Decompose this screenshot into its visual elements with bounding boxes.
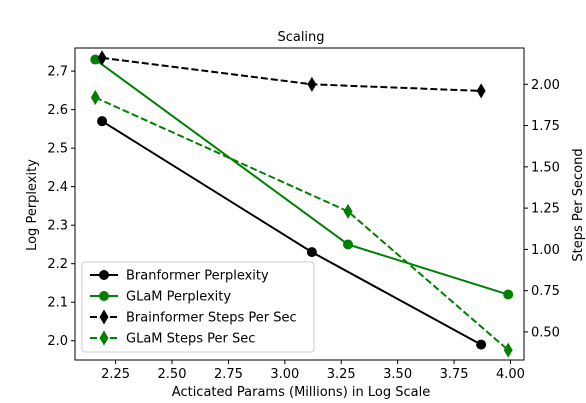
data-point (503, 342, 513, 358)
y-left-tick-label: 2.7 (47, 65, 68, 80)
x-axis-label: Acticated Params (Millions) in Log Scale (172, 385, 430, 400)
data-point (476, 339, 487, 350)
legend-entry: GLaM Steps Per Sec (90, 330, 255, 347)
y-right-tick-label: 1.00 (531, 243, 560, 258)
legend: Branformer Perplexity GLaM Perplexity Brai… (81, 261, 315, 353)
series-brainformer-steps-per-sec (97, 50, 486, 99)
data-point (306, 247, 317, 258)
x-tick-label: 4.00 (496, 367, 525, 382)
y-right-tick-label: 0.75 (531, 284, 560, 299)
x-tick-label: 3.75 (440, 367, 469, 382)
y-axis-right-label: Steps Per Second (571, 148, 586, 261)
legend-entry: Brainformer Steps Per Sec (90, 309, 297, 326)
y-right-tick-label: 2.00 (531, 78, 560, 93)
y-right-tick-label: 1.50 (531, 160, 560, 175)
data-point (476, 83, 486, 99)
x-tick-label: 3.00 (270, 367, 299, 382)
y-right-tick-label: 1.75 (531, 119, 560, 134)
y-left-tick-label: 2.3 (47, 219, 68, 234)
x-tick-label: 3.50 (383, 367, 412, 382)
legend-entry: GLaM Perplexity (90, 290, 231, 305)
y-right-tick-label: 0.50 (531, 325, 560, 340)
data-point (307, 76, 317, 92)
legend-box (81, 261, 315, 353)
data-point (503, 289, 514, 300)
series-line-glam-perplexity (94, 58, 509, 296)
y-axis-left-label: Log Perplexity (25, 159, 40, 251)
legend-label: Branformer Perplexity (126, 269, 269, 284)
data-point (97, 116, 108, 127)
legend-label: GLaM Perplexity (126, 290, 231, 305)
legend-marker (99, 291, 109, 301)
y-left-tick-label: 2.5 (47, 142, 68, 157)
legend-entry: Branformer Perplexity (90, 269, 269, 284)
y-left-tick-label: 2.0 (47, 334, 68, 349)
plot-area (90, 50, 514, 358)
legend-label: GLaM Steps Per Sec (126, 332, 255, 347)
y-left-tick-label: 2.6 (47, 103, 68, 118)
data-point (97, 50, 107, 66)
x-tick-label: 2.25 (101, 367, 130, 382)
x-tick-label: 3.25 (327, 367, 356, 382)
x-tick-label: 2.50 (158, 367, 187, 382)
axes-frame (74, 47, 525, 361)
data-point (90, 54, 101, 65)
y-left-tick-label: 2.2 (47, 257, 68, 272)
x-tick-label: 2.75 (214, 367, 243, 382)
y-left-tick-label: 2.1 (47, 296, 68, 311)
data-point (90, 90, 100, 106)
series-branformer-perplexity (97, 116, 487, 350)
y-right-tick-label: 1.25 (531, 202, 560, 217)
series-line-brainformer-steps-per-sec (101, 56, 482, 92)
data-point (343, 203, 353, 219)
series-glam-perplexity (90, 54, 514, 300)
legend-marker (99, 270, 109, 280)
axes: 2.25 2.50 2.75 3.00 3.25 3.50 3.75 4.00 2.0 2.1 2.… (47, 47, 560, 382)
legend-label: Brainformer Steps Per Sec (126, 311, 297, 326)
series-glam-steps-per-sec (90, 90, 513, 358)
legend-marker (99, 309, 109, 325)
data-point (343, 239, 354, 250)
series-line-glam-steps-per-sec (94, 96, 509, 351)
y-left-tick-label: 2.4 (47, 180, 68, 195)
chart-title: Scaling (277, 30, 324, 45)
legend-marker (99, 330, 109, 346)
